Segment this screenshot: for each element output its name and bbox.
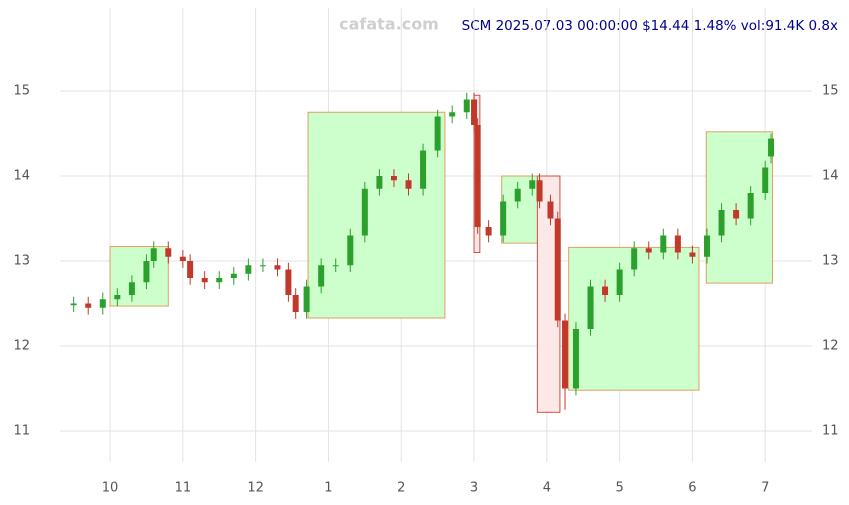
candle-body xyxy=(587,286,594,329)
candle-body xyxy=(449,112,456,117)
candle-body xyxy=(762,167,769,193)
candle-body xyxy=(434,116,441,151)
x-tick-label: 10 xyxy=(102,481,119,496)
candle-body xyxy=(733,210,740,219)
zone xyxy=(307,111,446,319)
candle-body xyxy=(201,278,208,283)
candle-body xyxy=(285,269,292,295)
candle-body xyxy=(536,180,543,202)
candle-body xyxy=(747,193,754,219)
y-tick-label-right: 15 xyxy=(822,84,839,99)
candle-body xyxy=(179,256,186,261)
candle-body xyxy=(572,329,579,389)
x-tick-label: 12 xyxy=(247,481,264,496)
candle-body xyxy=(645,248,652,253)
candle-body xyxy=(471,99,478,125)
x-tick-label: 7 xyxy=(761,481,769,496)
candle-body xyxy=(500,201,507,236)
y-tick-label-right: 14 xyxy=(822,169,839,184)
chart-title: SCM 2025.07.03 00:00:00 $14.44 1.48% vol… xyxy=(462,18,838,34)
zone xyxy=(705,131,774,284)
candle-body xyxy=(70,303,77,306)
candle-body xyxy=(274,265,281,270)
x-tick-label: 2 xyxy=(397,481,405,496)
y-tick-label: 12 xyxy=(13,339,30,354)
candle-body xyxy=(420,150,427,189)
candle-body xyxy=(616,269,623,295)
candle-body xyxy=(689,252,696,257)
x-tick-label: 3 xyxy=(470,481,478,496)
candle-body xyxy=(318,265,325,287)
candle-body xyxy=(562,320,569,389)
candle-body xyxy=(165,248,172,257)
y-tick-label-right: 11 xyxy=(822,424,839,439)
candle-body xyxy=(303,286,310,312)
candle-body xyxy=(674,235,681,253)
candle-body xyxy=(529,180,536,189)
candle-body xyxy=(718,210,725,236)
y-tick-label: 15 xyxy=(13,84,30,99)
candle-body xyxy=(114,295,121,300)
candle-body xyxy=(143,261,150,283)
candle-body xyxy=(85,303,92,308)
candle-body xyxy=(332,265,339,267)
candle-body xyxy=(554,218,561,321)
candle-body xyxy=(99,299,106,308)
candle-body xyxy=(150,248,157,261)
y-tick-label: 13 xyxy=(13,254,30,269)
candle-body xyxy=(474,125,481,227)
candle-body xyxy=(361,188,368,236)
x-tick-label: 5 xyxy=(615,481,623,496)
candle-body xyxy=(187,261,194,278)
x-tick-label: 1 xyxy=(324,481,332,496)
candle-body xyxy=(128,282,135,295)
y-tick-label-right: 12 xyxy=(822,339,839,354)
candle-body xyxy=(405,180,412,189)
candle-body xyxy=(245,265,252,274)
candle-body xyxy=(230,273,237,278)
candle-body xyxy=(660,235,667,253)
candle-body xyxy=(390,176,397,181)
watermark: cafata.com xyxy=(339,15,439,34)
candle-body xyxy=(485,227,492,236)
candle-body xyxy=(631,248,638,270)
candle-body xyxy=(259,265,266,267)
y-tick-label-right: 13 xyxy=(822,254,839,269)
candle-body xyxy=(463,99,470,113)
candle-body xyxy=(376,176,383,189)
x-tick-label: 11 xyxy=(175,481,192,496)
candle-body xyxy=(768,138,775,157)
candle-body xyxy=(514,188,521,202)
x-tick-label: 4 xyxy=(543,481,551,496)
candle-body xyxy=(292,295,299,312)
y-tick-label: 11 xyxy=(13,424,30,439)
candle-body xyxy=(703,235,710,257)
candle-body xyxy=(547,201,554,219)
candle-body xyxy=(602,286,609,295)
candle-body xyxy=(216,278,223,283)
y-tick-label: 14 xyxy=(13,169,30,184)
candle-body xyxy=(347,235,354,266)
x-tick-label: 6 xyxy=(688,481,696,496)
